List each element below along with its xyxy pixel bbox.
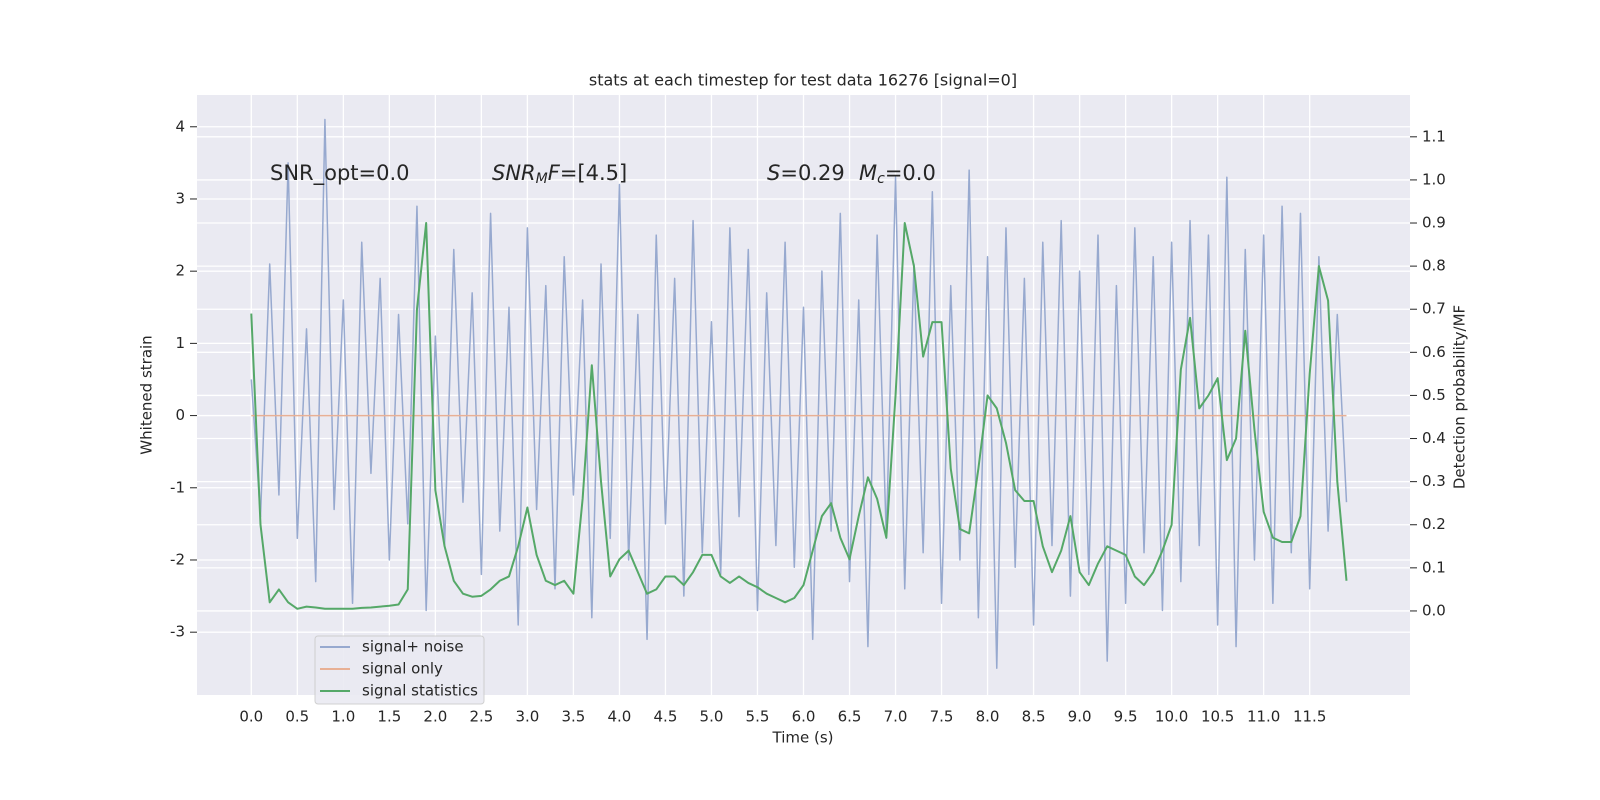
x-tick-label: 5.0 xyxy=(700,708,724,726)
y2-tick-label: 0.4 xyxy=(1422,429,1446,447)
legend-label: signal only xyxy=(362,660,443,678)
x-tick-label: 5.5 xyxy=(746,708,770,726)
y-tick-label: -3 xyxy=(170,623,185,641)
y2-tick-label: 0.7 xyxy=(1422,300,1446,318)
y2-axis-label: Detection probability/MF xyxy=(1451,305,1469,489)
x-tick-label: 4.0 xyxy=(608,708,632,726)
annotation-part: SNR xyxy=(492,161,536,185)
x-tick-label: 1.0 xyxy=(331,708,355,726)
series-line xyxy=(250,222,1348,610)
annotation: SNR_opt=0.0 xyxy=(270,161,410,186)
x-tick-label: 2.5 xyxy=(469,708,493,726)
annotation-part: =0.0 xyxy=(885,161,936,185)
legend-box xyxy=(314,635,485,705)
annotation: S=0.29 xyxy=(767,161,845,185)
y-tick-label: -2 xyxy=(170,550,185,568)
x-tick-label: 1.5 xyxy=(377,708,401,726)
y2-tick-label: 1.0 xyxy=(1422,170,1446,188)
y2-tick-label: 0.0 xyxy=(1422,601,1446,619)
x-tick-label: 9.5 xyxy=(1114,708,1138,726)
y-axis-label: Whitened strain xyxy=(138,335,156,454)
annotation-part: =0.29 xyxy=(780,161,844,185)
y2-tick-label: 0.5 xyxy=(1422,386,1446,404)
annotation-part: =[4.5] xyxy=(560,161,627,185)
x-tick-label: 4.5 xyxy=(654,708,678,726)
y2-tick-label: 0.6 xyxy=(1422,343,1446,361)
y-tick-label: 2 xyxy=(175,262,185,280)
x-tick-label: 0.5 xyxy=(285,708,309,726)
x-tick-label: 10.5 xyxy=(1201,708,1234,726)
x-tick-label: 10.0 xyxy=(1155,708,1188,726)
annotation: Mc=0.0 xyxy=(859,161,936,187)
y-tick-label: -1 xyxy=(170,478,185,496)
annotation-part: F xyxy=(548,161,561,185)
x-tick-label: 6.5 xyxy=(838,708,862,726)
x-tick-label: 2.0 xyxy=(423,708,447,726)
y2-tick-label: 0.8 xyxy=(1422,257,1446,275)
x-tick-label: 3.5 xyxy=(561,708,585,726)
x-tick-label: 9.0 xyxy=(1068,708,1092,726)
chart-title: stats at each timestep for test data 162… xyxy=(589,71,1017,90)
legend-label: signal statistics xyxy=(362,682,478,700)
y2-tick-label: 1.1 xyxy=(1422,127,1446,145)
y-tick-label: 1 xyxy=(175,334,185,352)
y2-tick-label: 0.9 xyxy=(1422,214,1446,232)
x-tick-label: 11.0 xyxy=(1247,708,1280,726)
annotation-part: M xyxy=(536,171,548,187)
annotation-part: SNR_opt=0.0 xyxy=(270,161,410,186)
y-tick-label: 4 xyxy=(175,117,185,135)
x-axis-label: Time (s) xyxy=(772,729,834,747)
x-tick-label: 8.0 xyxy=(976,708,1000,726)
y-tick-label: 3 xyxy=(175,189,185,207)
x-tick-label: 6.0 xyxy=(792,708,816,726)
annotation-part: c xyxy=(877,171,885,187)
legend: signal+ noise signal only signal statistic… xyxy=(314,635,485,705)
y2-tick-label: 0.3 xyxy=(1422,472,1446,490)
y2-tick-label: 0.2 xyxy=(1422,515,1446,533)
x-tick-label: 0.0 xyxy=(239,708,263,726)
x-tick-label: 11.5 xyxy=(1293,708,1326,726)
y-tick-label: 0 xyxy=(175,406,185,424)
x-tick-label: 7.0 xyxy=(884,708,908,726)
legend-label: signal+ noise xyxy=(362,638,464,656)
y2-tick-label: 0.1 xyxy=(1422,558,1446,576)
x-tick-label: 3.0 xyxy=(515,708,539,726)
annotation-part: M xyxy=(859,161,877,185)
x-tick-label: 7.5 xyxy=(930,708,954,726)
x-tick-label: 8.5 xyxy=(1022,708,1046,726)
annotation-part: S xyxy=(767,161,780,185)
annotation: SNRMF=[4.5] xyxy=(492,161,627,187)
